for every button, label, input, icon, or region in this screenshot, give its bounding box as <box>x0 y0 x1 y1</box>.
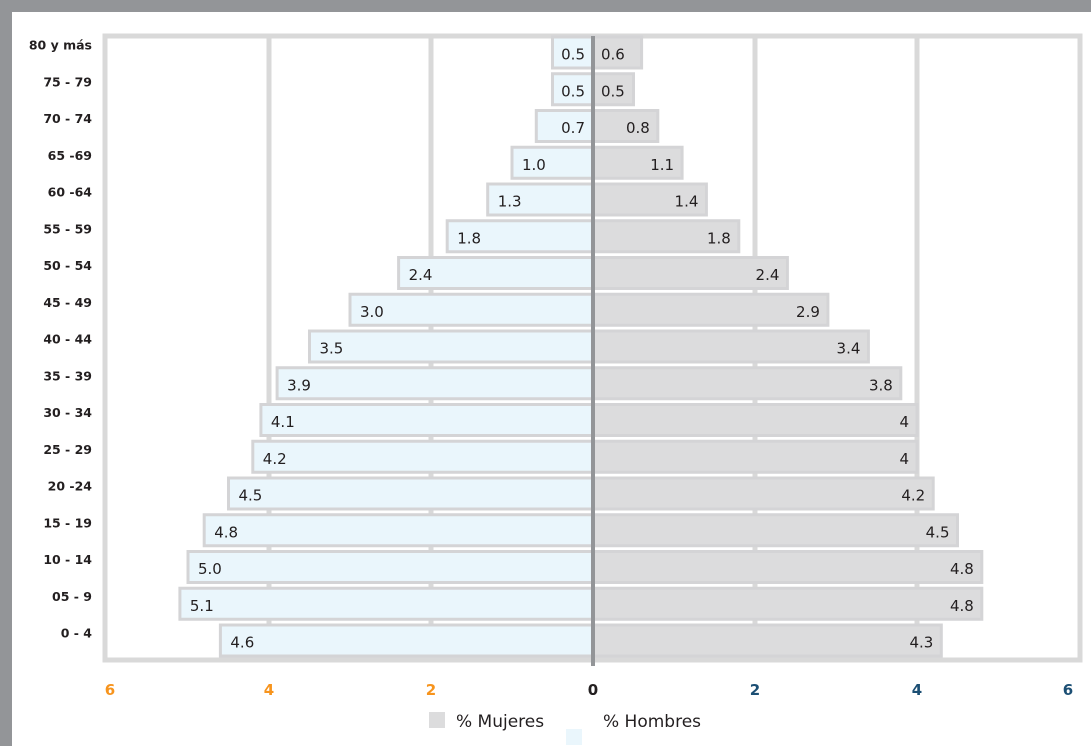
x-tick-label: 0 <box>588 681 598 699</box>
age-group-label: 45 - 49 <box>43 295 92 310</box>
value-label-hombres: 2.4 <box>409 266 433 284</box>
x-tick-labels: 6 4 2 0 2 4 6 <box>105 681 1073 699</box>
value-label-mujeres: 3.4 <box>837 340 861 358</box>
age-group-label: 65 -69 <box>48 148 92 163</box>
age-group-label: 30 - 34 <box>43 405 92 420</box>
bar-mujeres <box>591 35 644 70</box>
age-group-label: 15 - 19 <box>43 515 92 530</box>
value-label-mujeres: 2.4 <box>756 266 780 284</box>
bar-mujeres <box>591 439 919 474</box>
bar-mujeres <box>591 145 684 180</box>
value-label-mujeres: 4 <box>899 450 909 468</box>
x-tick-label: 6 <box>105 681 115 699</box>
value-label-mujeres: 1.1 <box>650 156 674 174</box>
age-labels: 80 y más 75 - 79 70 - 74 65 -69 60 -64 55 - 5… <box>29 38 92 641</box>
legend-swatch-hombres <box>566 729 582 745</box>
x-tick-label: 2 <box>750 681 760 699</box>
bar-hombres <box>445 219 595 254</box>
bar-hombres <box>218 623 595 658</box>
bar-hombres <box>186 550 595 584</box>
bars <box>178 35 984 666</box>
x-tick-label: 2 <box>426 681 436 699</box>
age-group-label: 60 -64 <box>48 185 93 200</box>
value-label-hombres: 3.0 <box>360 303 384 321</box>
x-tick-label: 4 <box>264 681 274 699</box>
bar-hombres <box>259 403 595 437</box>
age-group-label: 0 - 4 <box>61 626 93 641</box>
bar-hombres <box>510 145 595 180</box>
value-label-mujeres: 1.8 <box>707 229 731 247</box>
value-label-hombres: 4.1 <box>271 413 295 431</box>
bar-hombres <box>178 586 595 621</box>
bar-hombres <box>551 72 595 107</box>
value-label-mujeres: 2.9 <box>796 303 820 321</box>
bar-hombres <box>348 292 595 327</box>
x-tick-label: 6 <box>1063 681 1073 699</box>
value-labels: 0.5 0.6 0.5 0.5 0.7 0.8 1.0 1.1 1.3 1.4 1.8 1.8 2.4 2… <box>190 46 974 652</box>
bar-mujeres <box>591 550 984 584</box>
age-group-label: 75 - 79 <box>43 74 92 89</box>
value-label-mujeres: 3.8 <box>869 376 893 394</box>
value-label-hombres: 1.3 <box>498 193 522 211</box>
value-label-mujeres: 1.4 <box>675 193 699 211</box>
value-label-hombres: 4.2 <box>263 450 287 468</box>
value-label-hombres: 4.6 <box>230 634 254 652</box>
age-group-label: 80 y más <box>29 38 92 53</box>
bar-mujeres <box>591 256 789 290</box>
bar-mujeres <box>591 623 943 658</box>
age-group-label: 10 - 14 <box>43 552 92 567</box>
bar-hombres <box>275 366 595 401</box>
age-group-label: 40 - 44 <box>43 332 92 347</box>
value-label-hombres: 3.9 <box>287 376 311 394</box>
value-label-hombres: 0.5 <box>561 82 585 100</box>
bar-mujeres <box>591 329 870 364</box>
value-label-mujeres: 4.8 <box>950 597 974 615</box>
bar-mujeres <box>591 292 830 327</box>
value-label-mujeres: 0.5 <box>601 82 625 100</box>
value-label-hombres: 4.5 <box>239 487 263 505</box>
value-label-hombres: 5.0 <box>198 560 222 578</box>
bar-hombres <box>227 476 595 511</box>
legend-label-mujeres: % Mujeres <box>456 712 544 732</box>
bar-mujeres <box>591 403 919 437</box>
age-group-label: 20 -24 <box>48 479 93 494</box>
bar-hombres <box>202 513 595 548</box>
legend: % Mujeres % Hombres <box>429 712 701 745</box>
value-label-hombres: 0.7 <box>561 119 585 137</box>
value-label-hombres: 3.5 <box>320 340 344 358</box>
x-tick-label: 4 <box>912 681 922 699</box>
legend-label-hombres: % Hombres <box>603 712 701 732</box>
value-label-hombres: 4.8 <box>214 523 238 541</box>
value-label-hombres: 1.8 <box>457 229 481 247</box>
age-group-label: 55 - 59 <box>43 221 92 236</box>
value-label-mujeres: 4.8 <box>950 560 974 578</box>
age-group-label: 05 - 9 <box>52 589 92 604</box>
value-label-mujeres: 4.3 <box>909 634 933 652</box>
bar-mujeres <box>591 513 959 548</box>
value-label-hombres: 1.0 <box>522 156 546 174</box>
legend-swatch-mujeres <box>429 712 445 728</box>
bar-mujeres <box>591 586 984 621</box>
bar-hombres <box>486 182 595 217</box>
bar-mujeres <box>591 476 935 511</box>
value-label-mujeres: 4 <box>899 413 909 431</box>
bar-hombres <box>308 329 595 364</box>
age-group-label: 25 - 29 <box>43 442 92 457</box>
value-label-mujeres: 4.5 <box>926 523 950 541</box>
value-label-mujeres: 0.6 <box>601 46 625 64</box>
value-label-mujeres: 0.8 <box>626 119 650 137</box>
value-label-mujeres: 4.2 <box>901 487 925 505</box>
value-label-hombres: 5.1 <box>190 597 214 615</box>
age-group-label: 35 - 39 <box>43 368 92 383</box>
age-group-label: 50 - 54 <box>43 258 92 273</box>
bar-mujeres <box>591 109 660 143</box>
bar-hombres <box>251 439 595 474</box>
bar-mujeres <box>591 366 903 401</box>
value-label-hombres: 0.5 <box>561 46 585 64</box>
age-group-label: 70 - 74 <box>43 111 92 126</box>
